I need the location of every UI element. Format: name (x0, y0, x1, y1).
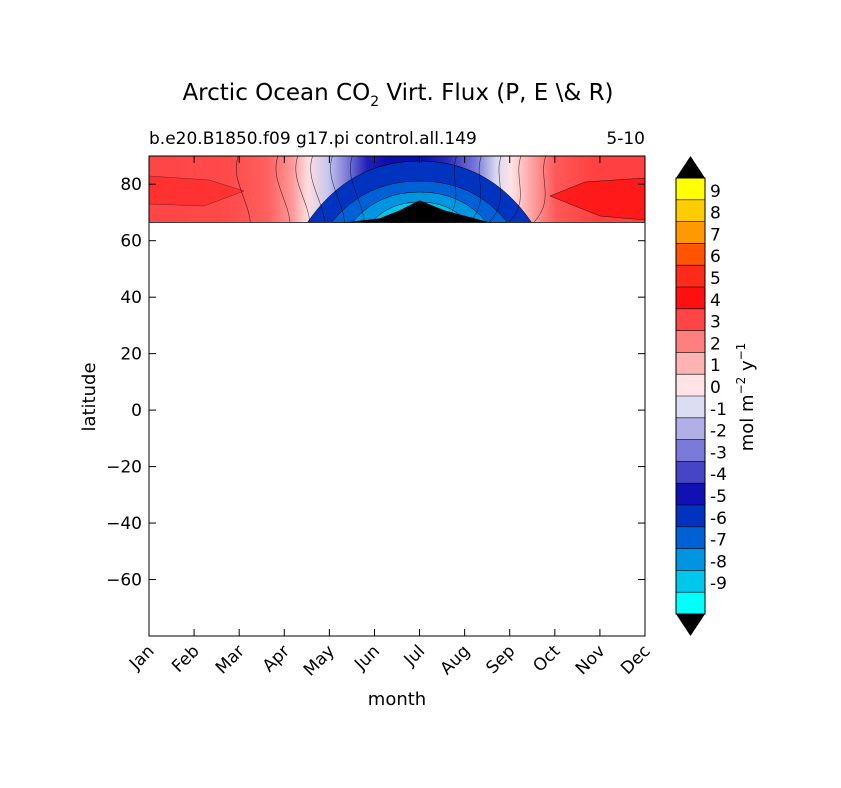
contour-line (310, 156, 325, 223)
contour-red-dec (549, 177, 645, 221)
colorbar-label-sup2: −1 (734, 343, 748, 361)
colorbar-tick-label: 9 (710, 182, 721, 202)
x-tick-label: May (300, 641, 339, 680)
contour-red-winter (149, 175, 245, 207)
colorbar-swatch (676, 308, 705, 332)
colorbar-swatch (676, 505, 705, 528)
y-tick-label: 60 (120, 232, 142, 252)
x-tick-label: Jul (400, 641, 429, 670)
colorbar-tick-label: -1 (710, 400, 727, 420)
colorbar-swatch (676, 461, 705, 484)
contour-line (330, 156, 345, 223)
colorbar-swatch (676, 374, 705, 397)
colorbar-swatch (676, 199, 705, 223)
contour-line (533, 156, 547, 223)
y-tick-label: −40 (106, 514, 142, 534)
colorbar-tick-label: -6 (710, 509, 727, 529)
plot-area (148, 155, 646, 637)
chart-title-main: Arctic Ocean CO (182, 80, 370, 106)
y-tick-label: −60 (106, 571, 142, 591)
colorbar-tick-label: -2 (710, 422, 727, 442)
chart-subtitle-left: b.e20.B1850.f09 g17.pi control.all.149 (149, 129, 477, 149)
x-tick-label: Dec (617, 641, 654, 678)
x-tick-label: Feb (168, 641, 203, 676)
x-tick-label: Mar (212, 641, 249, 678)
colorbar-tick-label: 3 (710, 313, 721, 333)
colorbar-swatch (676, 592, 705, 615)
colorbar-swatch (676, 221, 705, 244)
y-tick-label: 20 (120, 345, 142, 365)
contour-line (236, 156, 251, 223)
colorbar-tick-label: -8 (710, 552, 727, 572)
colorbar-extend-over (676, 156, 705, 178)
colorbar-tick-label: 5 (710, 269, 721, 289)
colorbar-label-mid: y (737, 360, 758, 377)
colorbar-label-main: mol m (737, 394, 758, 451)
colorbar-extend-under (676, 614, 705, 636)
colorbar-tick-label: 7 (710, 225, 721, 245)
colorbar-swatch (676, 352, 705, 375)
colorbar-tick-label: 8 (710, 204, 721, 224)
x-tick-label: Nov (572, 641, 610, 679)
contour-line (444, 156, 457, 223)
y-tick-label: −20 (106, 458, 142, 478)
contour-line (488, 156, 502, 223)
y-tick-label: 80 (120, 175, 142, 195)
colorbar-swatch (676, 265, 705, 288)
x-tick-label: Jan (125, 641, 158, 674)
colorbar-tick-label: -9 (710, 574, 727, 594)
colorbar-label-sup1: −2 (734, 377, 748, 395)
colorbar-swatch (676, 483, 705, 506)
y-tick-label: 0 (131, 401, 142, 421)
x-tick-label: Aug (437, 641, 475, 679)
chart-title: Arctic Ocean CO2 Virt. Flux (P, E \& R) (182, 80, 613, 110)
chart-subtitle-right: 5-10 (606, 129, 645, 149)
colorbar-tick-label: 2 (710, 334, 721, 354)
contour-line (275, 156, 291, 223)
colorbar-swatch (676, 417, 705, 441)
colorbar-tick-label: -4 (710, 465, 727, 485)
colorbar-swatch (676, 548, 705, 571)
colorbar-swatch (676, 396, 705, 419)
contour-line (350, 156, 365, 223)
contour-line (508, 156, 522, 223)
colorbar-tick-label: 0 (710, 378, 721, 398)
y-tick-label: 40 (120, 288, 142, 308)
x-tick-label: Sep (482, 641, 519, 678)
colorbar-swatch (676, 526, 705, 550)
x-tick-label: Apr (259, 641, 294, 676)
colorbar-swatch (676, 570, 705, 593)
x-axis-label: month (368, 689, 426, 710)
colorbar-swatch (676, 287, 705, 310)
colorbar-tick-label: 6 (710, 247, 721, 267)
colorbar-swatch (676, 439, 705, 462)
chart-title-subscript: 2 (370, 94, 379, 110)
chart-title-tail: Virt. Flux (P, E \& R) (379, 80, 613, 106)
colorbar-tick-label: 1 (710, 356, 721, 376)
x-tick-label: Jun (350, 641, 384, 675)
colorbar-label: mol m−2 y−1 (734, 343, 758, 452)
colorbar-swatch (676, 178, 705, 201)
colorbar-tick-label: 4 (710, 291, 721, 311)
plot-background (149, 156, 645, 636)
colorbar-swatch (676, 330, 705, 353)
contour-line (469, 156, 482, 223)
colorbar-tick-label: -7 (710, 531, 727, 551)
colorbar-swatch (676, 243, 705, 266)
plot-frame (148, 155, 646, 637)
contour-line (295, 156, 311, 223)
y-axis: 80 60 40 20 0 −20 −40 −60 (106, 175, 645, 591)
colorbar-tick-label: -5 (710, 487, 727, 507)
contour-offscale-low (344, 200, 490, 223)
x-tick-label: Oct (529, 641, 564, 676)
colorbar-tick-label: -3 (710, 443, 727, 463)
flux-contour-band (149, 156, 645, 223)
y-axis-label: latitude (79, 362, 100, 431)
